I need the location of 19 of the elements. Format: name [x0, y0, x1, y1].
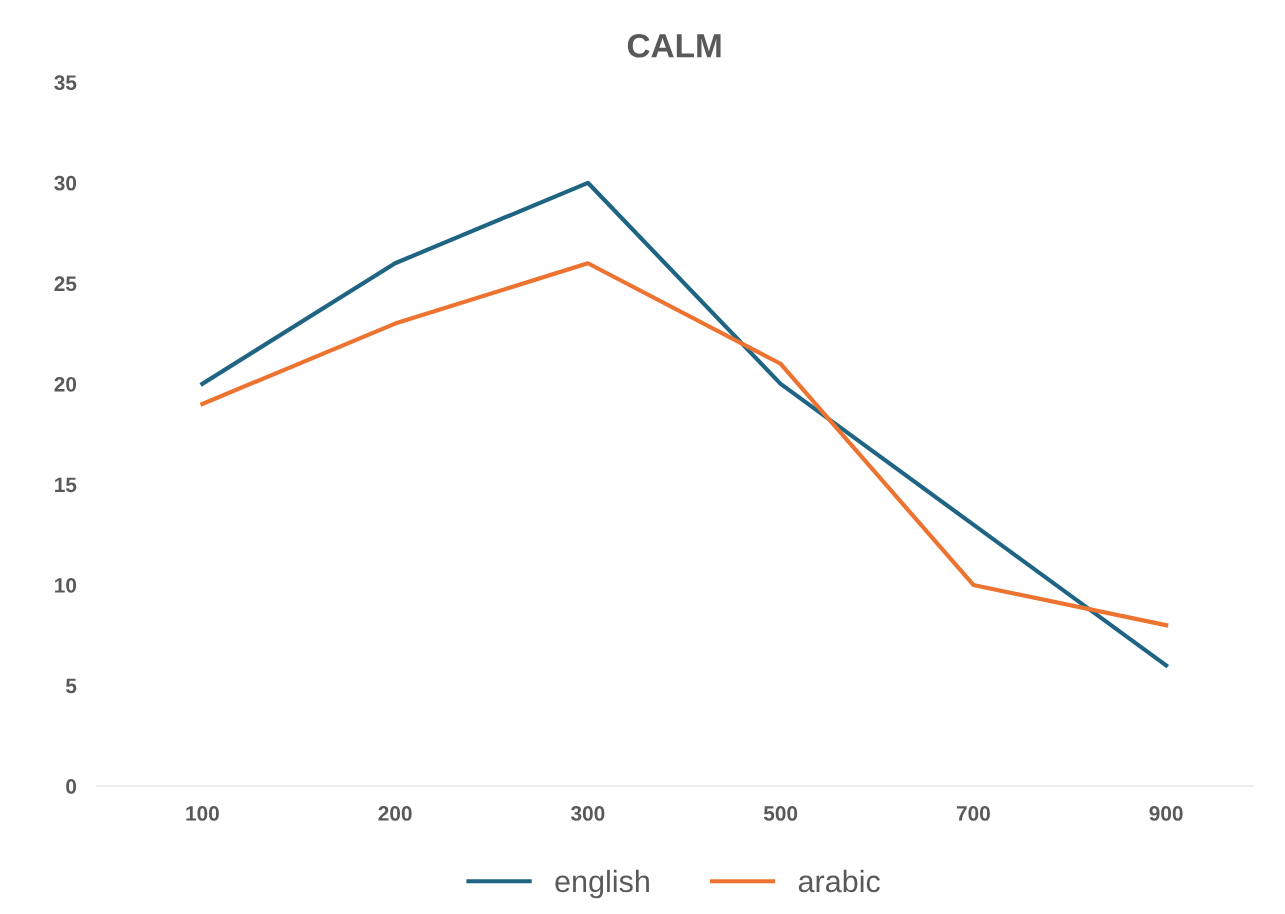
chart-title: CALM	[627, 33, 721, 58]
x-tick-label: 700	[956, 806, 990, 821]
y-tick-label: 10	[55, 577, 77, 593]
line-series	[200, 261, 1169, 628]
x-tick-label: 100	[186, 806, 219, 821]
line-series	[200, 180, 1169, 668]
y-tick-label: 35	[54, 75, 77, 91]
x-tick-label: 300	[570, 806, 605, 821]
legend-label: english	[555, 869, 649, 899]
y-tick-label: 0	[66, 779, 77, 794]
x-tick-label: 900	[1149, 806, 1183, 821]
legend-label: arabic	[798, 869, 880, 893]
y-tick-label: 20	[54, 376, 77, 392]
y-tick-label: 5	[65, 678, 77, 694]
y-tick-label: 30	[54, 175, 77, 191]
y-tick-label: 25	[54, 276, 77, 292]
x-tick-label: 500	[763, 806, 798, 821]
y-tick-label: 15	[55, 477, 77, 493]
x-tick-label: 200	[378, 806, 412, 821]
